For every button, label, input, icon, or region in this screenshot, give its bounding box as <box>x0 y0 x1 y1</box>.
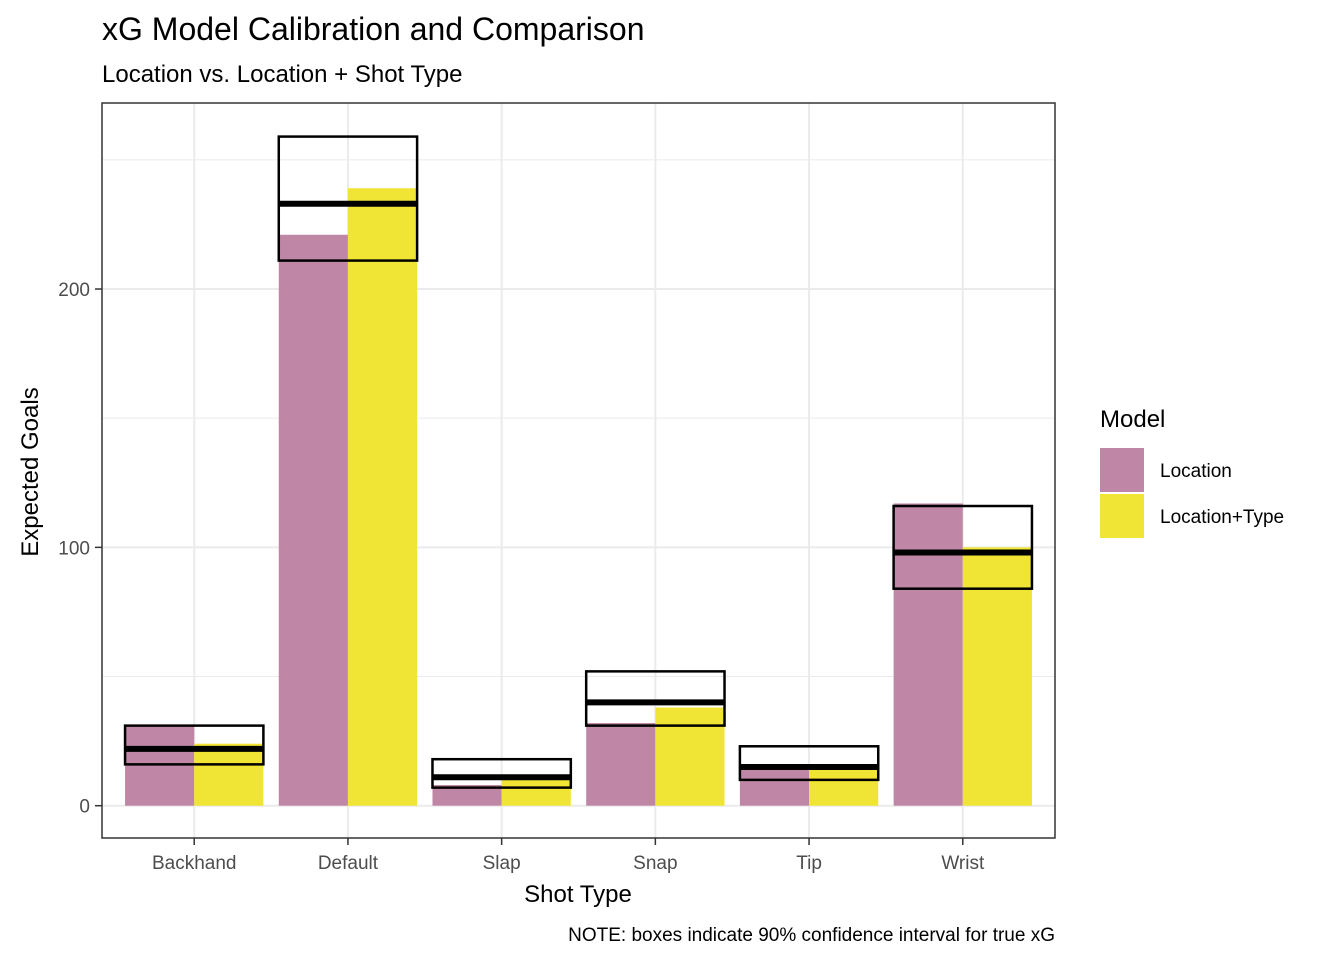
confidence-interval-box <box>431 757 573 789</box>
bar-location <box>125 725 195 806</box>
x-tick-label: Snap <box>633 853 677 874</box>
legend-label: Location <box>1160 461 1232 482</box>
bar-location <box>278 234 348 806</box>
x-tick-label: Slap <box>483 853 521 874</box>
bar-location-type <box>655 707 725 806</box>
grid-layer <box>102 103 1055 838</box>
legend-swatch <box>1100 494 1144 538</box>
interval-layer <box>123 135 1034 789</box>
y-tick-label: 0 <box>79 797 90 818</box>
x-tick-label: Wrist <box>941 853 985 874</box>
x-tick-label: Backhand <box>152 853 237 874</box>
bar-location-type <box>962 547 1032 806</box>
y-axis-title: Expected Goals <box>17 387 44 556</box>
legend-title: Model <box>1100 406 1165 433</box>
confidence-interval-box <box>584 670 726 727</box>
legend-swatch <box>1100 448 1144 492</box>
axis-layer: 0 100 200 Backhand Default Slap Snap Tip Wrist <box>58 280 985 874</box>
confidence-interval-box <box>277 135 419 262</box>
chart-title: xG Model Calibration and Comparison <box>102 11 644 47</box>
confidence-interval-box <box>892 504 1034 590</box>
x-tick-label: Default <box>318 853 379 874</box>
bar-location-type <box>347 188 418 806</box>
bar-location <box>432 785 502 806</box>
bar-location-type <box>809 764 879 806</box>
confidence-interval-box <box>123 724 265 766</box>
confidence-interval-box <box>738 745 880 782</box>
bar-location <box>586 723 656 806</box>
bar-location <box>739 769 810 806</box>
x-tick-label: Tip <box>796 853 822 874</box>
chart-caption: NOTE: boxes indicate 90% confidence inte… <box>568 925 1055 946</box>
x-axis-title: Shot Type <box>524 881 632 908</box>
bar-location-type <box>501 779 571 806</box>
legend-items: Location Location+Type <box>1100 448 1284 538</box>
bar-location-type <box>194 743 264 806</box>
chart-subtitle: Location vs. Location + Shot Type <box>102 61 462 88</box>
y-tick-label: 100 <box>58 538 90 559</box>
bar-location <box>893 503 963 806</box>
legend: Model Location Location+Type <box>1100 406 1284 538</box>
legend-label: Location+Type <box>1160 507 1284 528</box>
y-tick-label: 200 <box>58 280 90 301</box>
panel-border <box>101 102 1056 839</box>
